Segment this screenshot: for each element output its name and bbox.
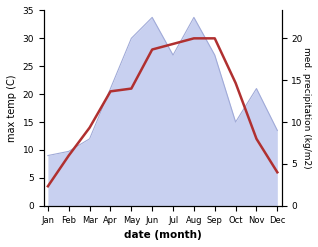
X-axis label: date (month): date (month) (124, 230, 202, 240)
Y-axis label: max temp (C): max temp (C) (7, 74, 17, 142)
Y-axis label: med. precipitation (kg/m2): med. precipitation (kg/m2) (302, 47, 311, 169)
